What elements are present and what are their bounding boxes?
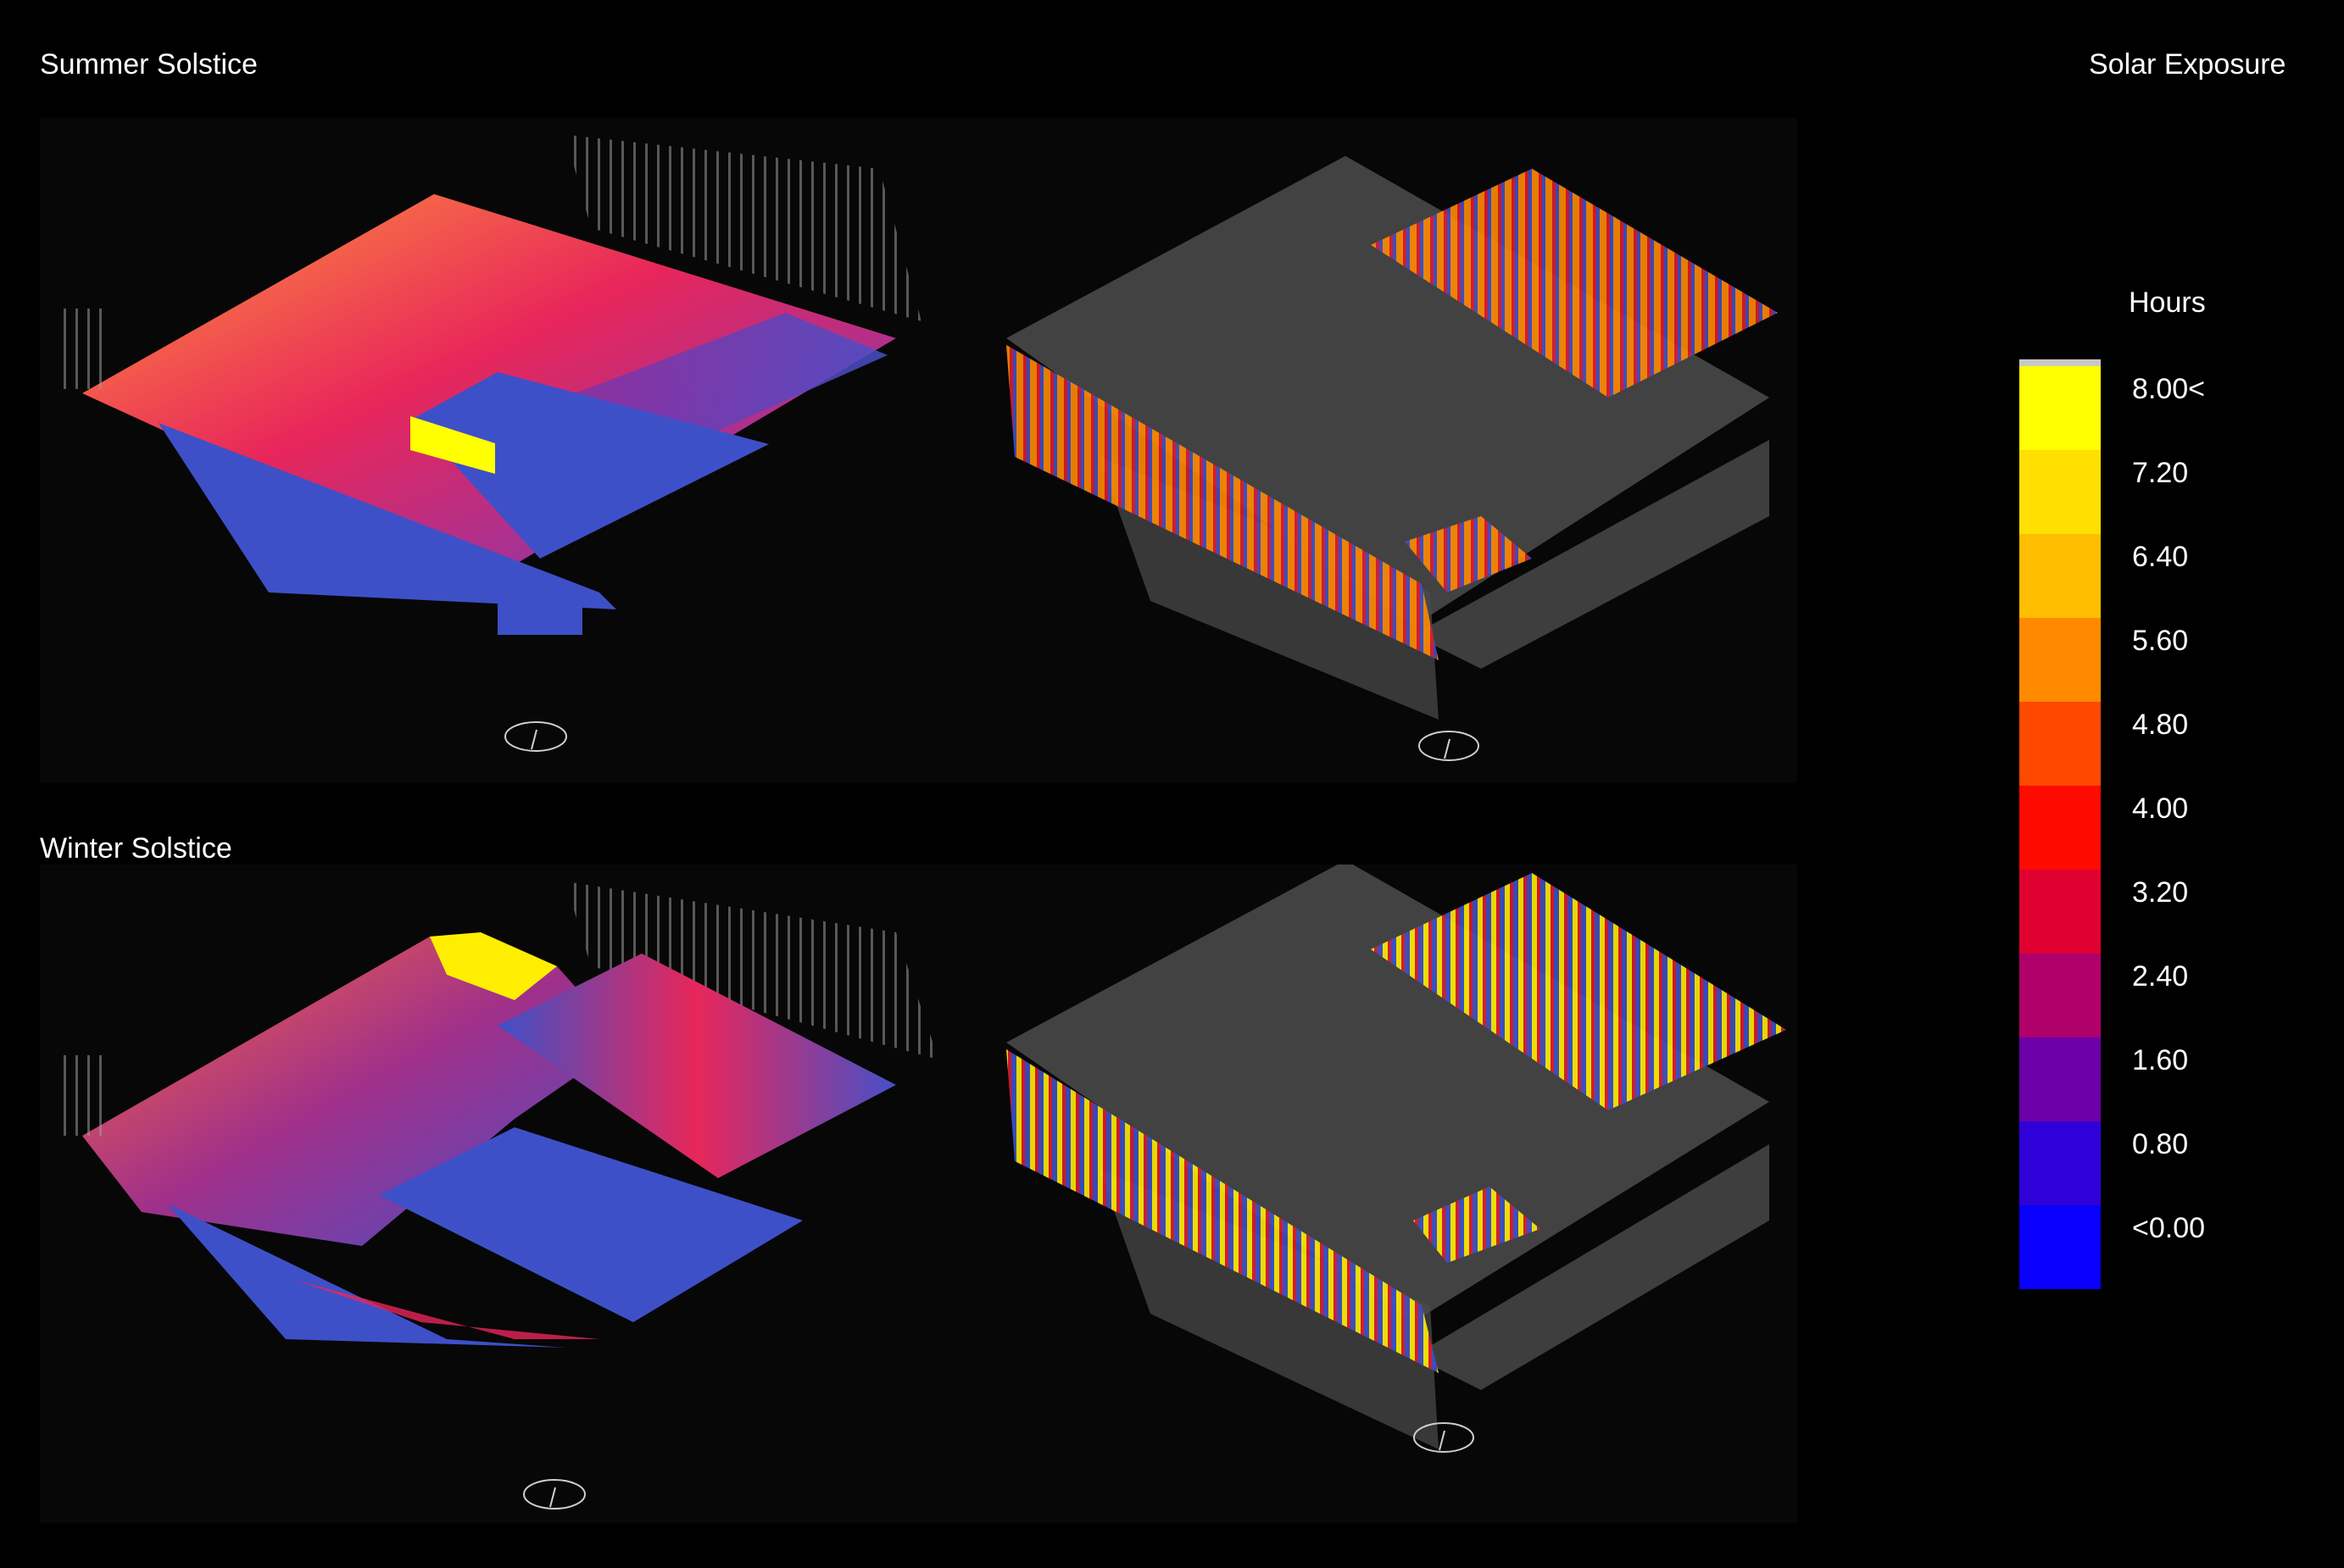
legend-step bbox=[2019, 1037, 2101, 1121]
legend-step bbox=[2019, 450, 2101, 534]
legend-step bbox=[2019, 870, 2101, 954]
legend-label: 5.60 bbox=[2132, 625, 2189, 657]
legend-step bbox=[2019, 366, 2101, 450]
legend-label: 1.60 bbox=[2132, 1044, 2189, 1076]
legend-label: 3.20 bbox=[2132, 876, 2189, 909]
legend-label: 8.00< bbox=[2132, 373, 2206, 405]
summer-title: Summer Solstice bbox=[40, 48, 258, 81]
winter-north-arrow-right bbox=[1413, 1422, 1474, 1453]
summer-panel bbox=[40, 118, 1797, 783]
summer-north-arrow-right bbox=[1418, 731, 1479, 761]
winter-panel bbox=[40, 865, 1797, 1523]
legend-cap bbox=[2019, 359, 2101, 366]
winter-roof-model bbox=[57, 881, 938, 1348]
legend-label: 2.40 bbox=[2132, 960, 2189, 993]
winter-facade-model bbox=[1006, 865, 1786, 1449]
winter-title: Winter Solstice bbox=[40, 832, 232, 865]
legend-step bbox=[2019, 534, 2101, 618]
legend-label: 4.80 bbox=[2132, 709, 2189, 741]
legend-step bbox=[2019, 954, 2101, 1037]
legend-step bbox=[2019, 786, 2101, 870]
summer-facade-model bbox=[1006, 156, 1778, 720]
summer-north-arrow-left bbox=[504, 721, 567, 752]
legend-label: 6.40 bbox=[2132, 541, 2189, 573]
legend-title: Hours bbox=[2129, 286, 2206, 319]
summer-roof-model bbox=[57, 135, 921, 635]
legend-color-scale bbox=[2019, 359, 2101, 1289]
legend-step bbox=[2019, 1205, 2101, 1289]
solar-exposure-title: Solar Exposure bbox=[2089, 48, 2286, 81]
winter-north-arrow-left bbox=[523, 1479, 586, 1510]
legend-label: 7.20 bbox=[2132, 457, 2189, 489]
legend-label: <0.00 bbox=[2132, 1212, 2206, 1244]
legend-step bbox=[2019, 702, 2101, 786]
legend-step bbox=[2019, 618, 2101, 702]
legend-step bbox=[2019, 1121, 2101, 1205]
legend-label: 4.00 bbox=[2132, 792, 2189, 825]
legend-label: 0.80 bbox=[2132, 1128, 2189, 1160]
